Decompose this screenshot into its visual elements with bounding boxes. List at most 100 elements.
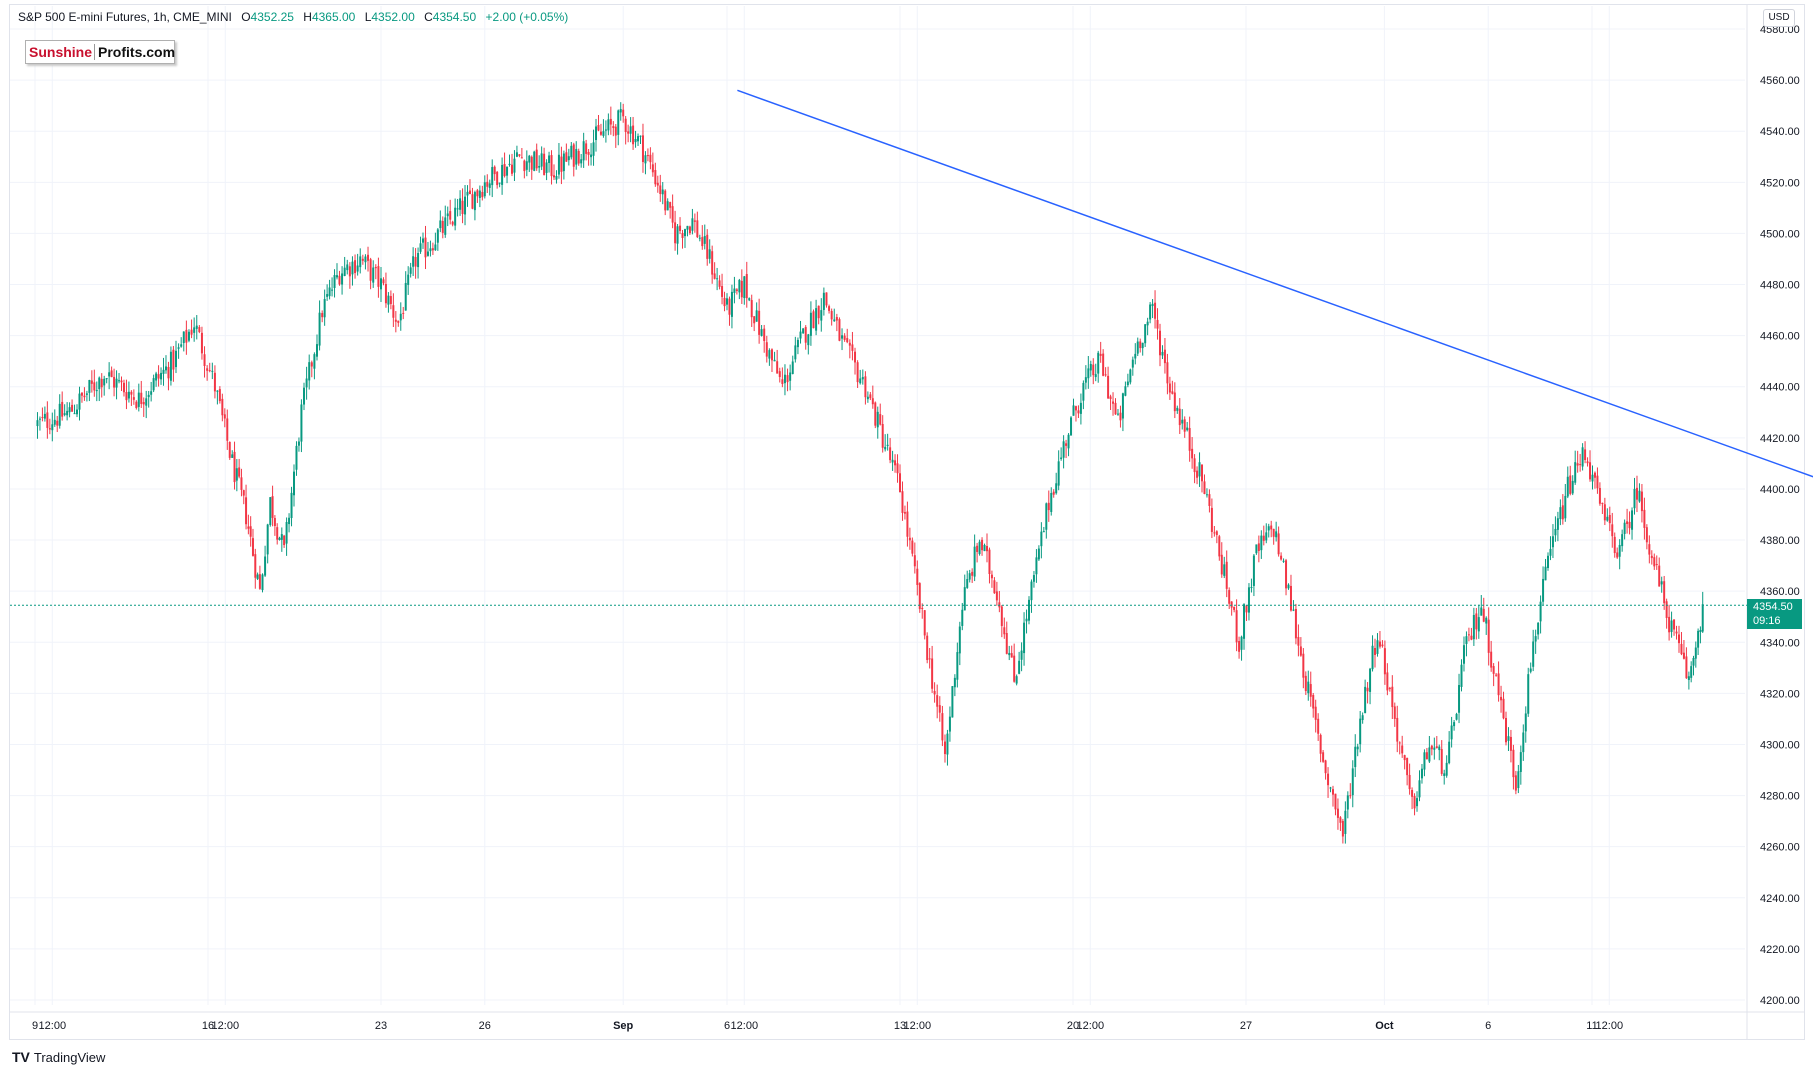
candle-body: [1094, 374, 1097, 378]
candle-body: [1408, 774, 1411, 790]
trendline[interactable]: [737, 89, 1813, 501]
candle-body: [1319, 734, 1322, 754]
candle-body: [614, 126, 617, 136]
candle-body: [1401, 745, 1404, 754]
x-tick-label: 23: [375, 1020, 387, 1032]
candle-body: [258, 574, 261, 589]
candle-body: [261, 574, 264, 591]
candle-body: [38, 418, 41, 420]
candle-body: [356, 265, 359, 272]
candle-body: [1344, 810, 1347, 834]
candle-body: [429, 248, 432, 252]
candle-body: [1480, 607, 1483, 616]
candle-body: [1628, 521, 1631, 529]
candle-body: [1277, 533, 1280, 555]
candle-body: [1336, 808, 1339, 818]
candle-body: [384, 284, 387, 304]
open-label: O: [241, 10, 251, 24]
candle-body: [466, 191, 469, 196]
currency-badge[interactable]: USD: [1763, 9, 1795, 27]
candle-body: [894, 460, 897, 466]
candle-body: [1643, 509, 1646, 528]
candle-body: [503, 163, 506, 177]
candle-body: [1285, 560, 1288, 589]
candle-body: [1626, 521, 1629, 524]
candle-body: [313, 354, 316, 369]
candle-body: [1317, 718, 1320, 734]
candle-body: [609, 118, 612, 125]
candle-body: [71, 404, 74, 412]
candle-body: [198, 327, 201, 333]
candle-body: [1065, 443, 1068, 446]
candle-body: [1322, 752, 1325, 762]
candle-body: [1144, 324, 1147, 344]
candle-body: [308, 362, 311, 381]
candle-body: [1351, 768, 1354, 796]
candle-body: [1682, 652, 1685, 659]
candle-body: [1509, 736, 1512, 751]
candle-body: [691, 218, 694, 231]
candle-body: [716, 278, 719, 280]
candle-body: [152, 378, 155, 391]
x-tick-label: 11: [1586, 1020, 1597, 1032]
candle-body: [1304, 675, 1307, 692]
candle-body: [1616, 552, 1619, 558]
candle-body: [95, 390, 98, 392]
candle-body: [1240, 636, 1243, 650]
candle-body: [336, 275, 339, 278]
candle-body: [85, 393, 88, 395]
candle-body: [773, 359, 776, 362]
candle-body: [318, 312, 321, 346]
candle-body: [683, 229, 686, 237]
candle-body: [218, 389, 221, 402]
candle-body: [1640, 491, 1643, 512]
x-tick-label: 12:00: [39, 1020, 67, 1032]
x-tick-label: 9: [32, 1020, 38, 1032]
candle-body: [1250, 587, 1253, 589]
candle-body: [1383, 648, 1386, 675]
y-tick-label: 4280.00: [1760, 791, 1800, 803]
candle-body: [1673, 619, 1676, 630]
candle-body: [1381, 644, 1384, 647]
candle-body: [293, 471, 296, 496]
candle-body: [778, 371, 781, 378]
candle-body: [1257, 543, 1260, 551]
candles: [36, 102, 1704, 844]
tradingview-brand[interactable]: TV TradingView: [12, 1049, 105, 1065]
candle-body: [1650, 555, 1653, 559]
candle-body: [560, 156, 563, 172]
candle-body: [1297, 636, 1300, 646]
candle-body: [632, 125, 635, 145]
candle-body: [58, 403, 61, 426]
candle-body: [208, 370, 211, 372]
candle-body: [958, 626, 961, 654]
candle-body: [331, 289, 334, 291]
candle-body: [1116, 413, 1119, 415]
candle-body: [535, 149, 538, 169]
candle-body: [1166, 362, 1169, 384]
candle-body: [1225, 561, 1228, 589]
candle-body: [1037, 548, 1040, 560]
candle-body: [374, 266, 377, 269]
candle-body: [382, 279, 385, 284]
candle-body: [147, 394, 150, 398]
candle-body: [953, 677, 956, 688]
candle-body: [553, 175, 555, 178]
candle-body: [1574, 462, 1577, 483]
candle-body: [595, 126, 598, 141]
candle-body: [530, 156, 533, 170]
candle-body: [693, 220, 696, 222]
candle-body: [713, 273, 716, 279]
candle-body: [879, 414, 882, 425]
candle-body: [1158, 330, 1161, 356]
candle-body: [473, 192, 476, 211]
candle-body: [733, 288, 736, 293]
candle-body: [1260, 535, 1263, 551]
candle-body: [1299, 646, 1302, 656]
candle-body: [187, 331, 190, 341]
y-tick-label: 4500.00: [1760, 228, 1800, 240]
x-tick-label: 12:00: [212, 1020, 240, 1032]
candle-body: [745, 273, 748, 299]
y-tick-label: 4220.00: [1760, 944, 1800, 956]
